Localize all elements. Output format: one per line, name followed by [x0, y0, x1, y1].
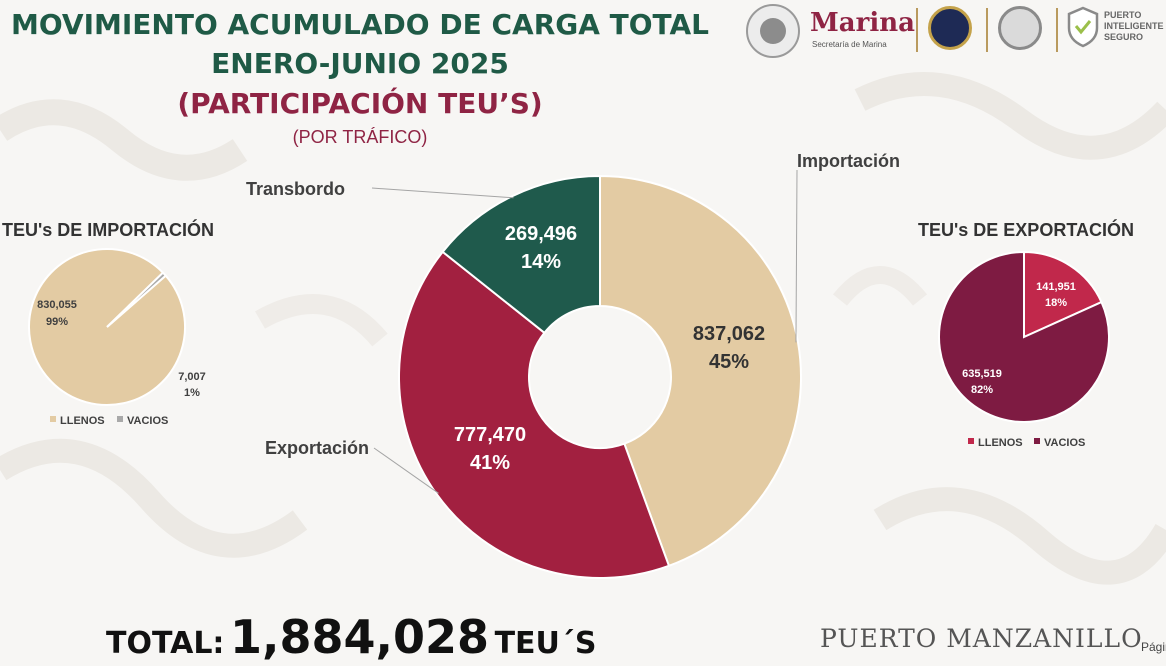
data-label-percent: 14%: [521, 251, 561, 273]
total-summary: TOTAL: 1,884,028 TEU´S: [106, 610, 597, 664]
legend-swatch: [968, 438, 974, 444]
data-label-value: 830,055: [37, 299, 77, 311]
port-name: PUERTO MANZANILLO: [820, 624, 1143, 653]
data-label-value: 7,007: [178, 371, 206, 383]
leader-line: [373, 447, 439, 494]
legend-swatch: [50, 416, 56, 422]
slice-importacion: [599, 174, 802, 568]
data-label-percent: 45%: [709, 351, 749, 373]
data-label-percent: 99%: [46, 316, 68, 328]
data-label-value: 141,951: [1036, 281, 1076, 293]
data-label-percent: 1%: [184, 387, 200, 399]
title-block: MOVIMIENTO ACUMULADO DE CARGA TOTAL ENER…: [0, 6, 720, 150]
main-title-line2: ENERO-JUNIO 2025: [211, 47, 509, 80]
data-label-percent: 82%: [971, 384, 993, 396]
slice-import-vacios: [106, 271, 168, 328]
slice-transbordo: [441, 174, 601, 335]
data-label-value: 269,496: [505, 223, 577, 245]
category-label: Exportación: [265, 438, 369, 458]
data-label-percent: 41%: [470, 452, 510, 474]
total-value: 1,884,028: [230, 610, 490, 664]
port-authority-emblem-icon: [998, 6, 1042, 50]
shield-icon: [1067, 6, 1099, 48]
navy-emblem-icon: [928, 6, 972, 50]
leader-line: [371, 187, 514, 199]
legend-swatch: [117, 416, 123, 422]
legend-swatch: [1034, 438, 1040, 444]
data-label-percent: 18%: [1045, 297, 1067, 309]
data-label-value: 837,062: [693, 323, 765, 345]
category-label: Transbordo: [246, 179, 345, 199]
total-label: TOTAL:: [106, 626, 225, 661]
logo-bar: Marina Secretaría de Marina PUERTO INTEL…: [740, 0, 1166, 60]
main-title-line3: (PARTICIPACIÓN TEU’S): [177, 87, 543, 120]
data-label-value: 777,470: [454, 424, 526, 446]
national-seal-icon: [746, 4, 800, 58]
import-chart-title: TEU's DE IMPORTACIÓN: [2, 220, 214, 240]
logo-divider: [916, 8, 918, 52]
slice-export-vacios: [938, 250, 1110, 423]
data-label-value: 635,519: [962, 368, 1002, 380]
legend-label: VACIOS: [1044, 437, 1085, 449]
subtitle: (POR TRÁFICO): [292, 127, 428, 147]
main-title-line1: MOVIMIENTO ACUMULADO DE CARGA TOTAL: [11, 8, 709, 41]
marina-subtitle: Secretaría de Marina: [812, 40, 887, 49]
total-unit: TEU´S: [494, 626, 597, 661]
leader-line: [795, 169, 798, 343]
puerto-inteligente-logo: PUERTO INTELIGENTE SEGURO: [1104, 10, 1164, 42]
marina-logo: Marina: [810, 8, 915, 38]
logo-divider: [1056, 8, 1058, 52]
page-label: Págin: [1141, 640, 1166, 654]
legend-label: LLENOS: [978, 437, 1023, 449]
legend-label: LLENOS: [60, 415, 105, 427]
slice-export-llenos: [1023, 250, 1103, 339]
export-chart-title: TEU's DE EXPORTACIÓN: [918, 220, 1134, 240]
category-label: Importación: [797, 151, 900, 171]
legend-label: VACIOS: [127, 415, 168, 427]
logo-divider: [986, 8, 988, 52]
slice-exportacion: [398, 250, 671, 579]
